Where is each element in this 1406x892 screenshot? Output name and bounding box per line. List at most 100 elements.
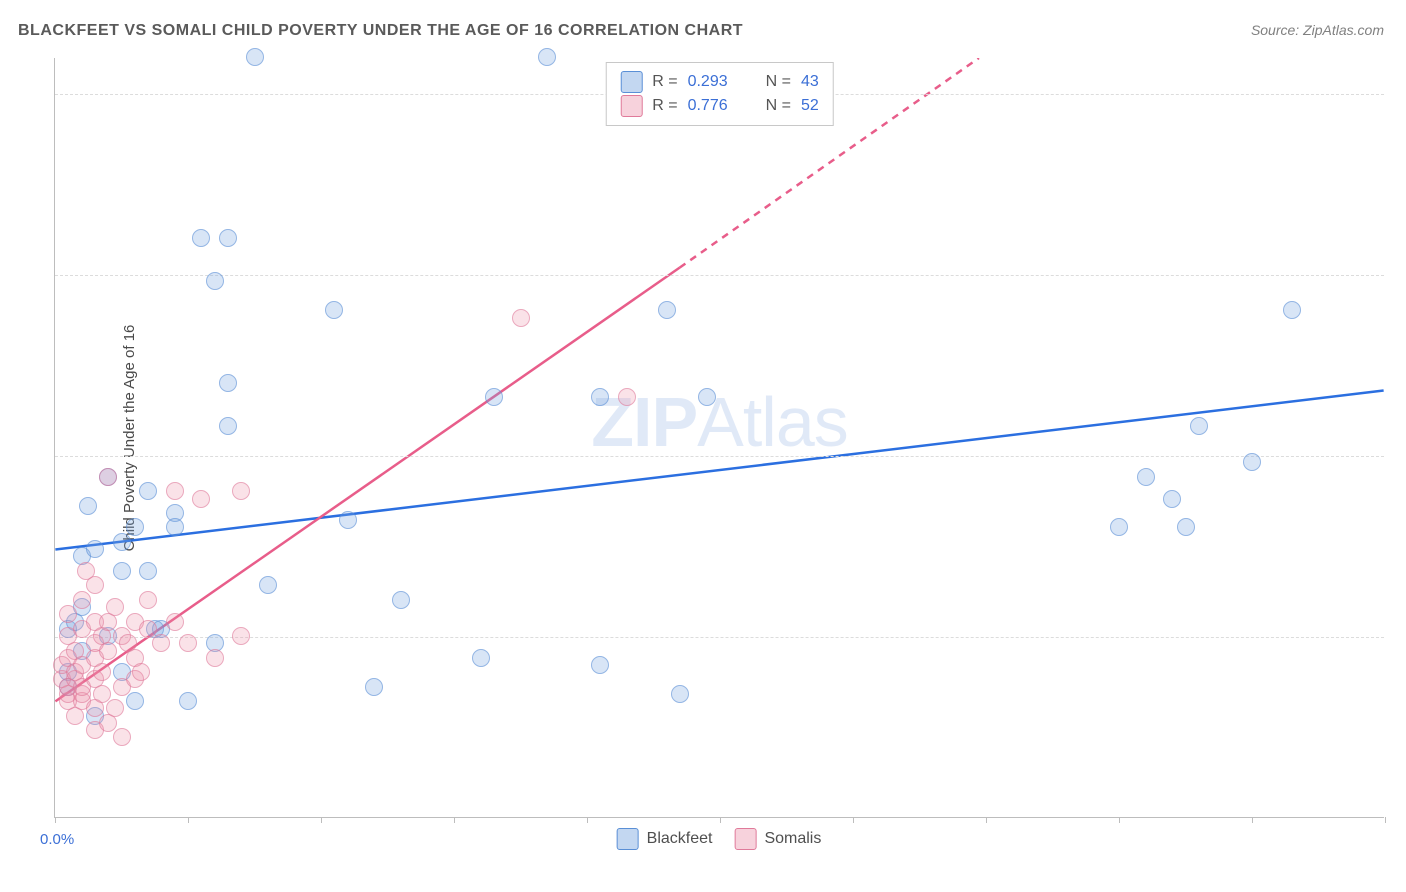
data-point-blackfeet <box>325 301 343 319</box>
x-tick <box>720 817 721 823</box>
legend-stats: R = 0.293 N = 43 R = 0.776 N = 52 <box>605 62 834 126</box>
data-point-blackfeet <box>1110 518 1128 536</box>
x-tick <box>188 817 189 823</box>
data-point-blackfeet <box>1163 490 1181 508</box>
data-point-blackfeet <box>219 374 237 392</box>
data-point-blackfeet <box>113 562 131 580</box>
data-point-blackfeet <box>1283 301 1301 319</box>
data-point-blackfeet <box>591 656 609 674</box>
data-point-blackfeet <box>698 388 716 406</box>
data-point-somalis <box>59 605 77 623</box>
data-point-somalis <box>232 482 250 500</box>
r-value-blackfeet: 0.293 <box>688 73 728 91</box>
n-value-somalis: 52 <box>801 97 819 115</box>
data-point-somalis <box>206 649 224 667</box>
data-point-somalis <box>132 663 150 681</box>
data-point-somalis <box>152 634 170 652</box>
data-point-blackfeet <box>671 685 689 703</box>
trend-lines <box>55 58 1384 817</box>
legend-label-blackfeet: Blackfeet <box>647 830 713 848</box>
legend-stats-row-somalis: R = 0.776 N = 52 <box>620 95 819 117</box>
data-point-blackfeet <box>339 511 357 529</box>
x-tick <box>55 817 56 823</box>
data-point-blackfeet <box>139 562 157 580</box>
swatch-somalis <box>620 95 642 117</box>
data-point-blackfeet <box>1243 453 1261 471</box>
chart-area: Child Poverty Under the Age of 16 ZIPAtl… <box>54 58 1384 818</box>
data-point-blackfeet <box>259 576 277 594</box>
data-point-blackfeet <box>219 229 237 247</box>
x-tick <box>1119 817 1120 823</box>
data-point-somalis <box>106 699 124 717</box>
swatch-blackfeet <box>620 71 642 93</box>
data-point-somalis <box>139 620 157 638</box>
data-point-blackfeet <box>79 497 97 515</box>
data-point-somalis <box>179 634 197 652</box>
data-point-blackfeet <box>126 518 144 536</box>
data-point-somalis <box>99 468 117 486</box>
swatch-blackfeet-icon <box>617 828 639 850</box>
data-point-blackfeet <box>139 482 157 500</box>
n-value-blackfeet: 43 <box>801 73 819 91</box>
data-point-blackfeet <box>392 591 410 609</box>
data-point-somalis <box>93 685 111 703</box>
x-tick <box>1385 817 1386 823</box>
data-point-somalis <box>232 627 250 645</box>
data-point-blackfeet <box>485 388 503 406</box>
data-point-somalis <box>73 591 91 609</box>
x-tick <box>321 817 322 823</box>
data-point-somalis <box>512 309 530 327</box>
gridline-h <box>55 456 1384 457</box>
r-label: R = <box>652 97 677 115</box>
watermark-light: Atlas <box>697 383 848 461</box>
data-point-blackfeet <box>179 692 197 710</box>
swatch-somalis-icon <box>734 828 756 850</box>
data-point-blackfeet <box>472 649 490 667</box>
data-point-blackfeet <box>1190 417 1208 435</box>
data-point-blackfeet <box>192 229 210 247</box>
gridline-h <box>55 637 1384 638</box>
data-point-somalis <box>139 591 157 609</box>
plot-region: ZIPAtlas R = 0.293 N = 43 R = 0.776 N = … <box>54 58 1384 818</box>
data-point-somalis <box>99 642 117 660</box>
data-point-blackfeet <box>113 533 131 551</box>
r-label: R = <box>652 73 677 91</box>
legend-stats-row-blackfeet: R = 0.293 N = 43 <box>620 71 819 93</box>
n-label: N = <box>766 73 791 91</box>
data-point-somalis <box>113 728 131 746</box>
x-tick <box>454 817 455 823</box>
gridline-h <box>55 275 1384 276</box>
data-point-somalis <box>618 388 636 406</box>
x-tick <box>853 817 854 823</box>
data-point-blackfeet <box>246 48 264 66</box>
data-point-blackfeet <box>206 272 224 290</box>
x-tick <box>587 817 588 823</box>
data-point-blackfeet <box>658 301 676 319</box>
x-axis-label-min: 0.0% <box>40 831 74 848</box>
data-point-blackfeet <box>538 48 556 66</box>
data-point-blackfeet <box>1177 518 1195 536</box>
data-point-blackfeet <box>126 692 144 710</box>
source-label: Source: ZipAtlas.com <box>1251 22 1384 38</box>
x-tick <box>1252 817 1253 823</box>
data-point-somalis <box>86 576 104 594</box>
data-point-blackfeet <box>166 518 184 536</box>
n-label: N = <box>766 97 791 115</box>
legend-label-somalis: Somalis <box>764 830 821 848</box>
data-point-blackfeet <box>591 388 609 406</box>
data-point-blackfeet <box>365 678 383 696</box>
data-point-somalis <box>192 490 210 508</box>
legend-item-blackfeet: Blackfeet <box>617 828 713 850</box>
data-point-blackfeet <box>1137 468 1155 486</box>
data-point-somalis <box>93 663 111 681</box>
data-point-somalis <box>166 482 184 500</box>
chart-title: BLACKFEET VS SOMALI CHILD POVERTY UNDER … <box>18 22 743 40</box>
data-point-somalis <box>106 598 124 616</box>
data-point-blackfeet <box>219 417 237 435</box>
data-point-blackfeet <box>86 540 104 558</box>
legend-item-somalis: Somalis <box>734 828 821 850</box>
legend-series: Blackfeet Somalis <box>617 828 822 850</box>
data-point-somalis <box>166 613 184 631</box>
x-tick <box>986 817 987 823</box>
r-value-somalis: 0.776 <box>688 97 728 115</box>
